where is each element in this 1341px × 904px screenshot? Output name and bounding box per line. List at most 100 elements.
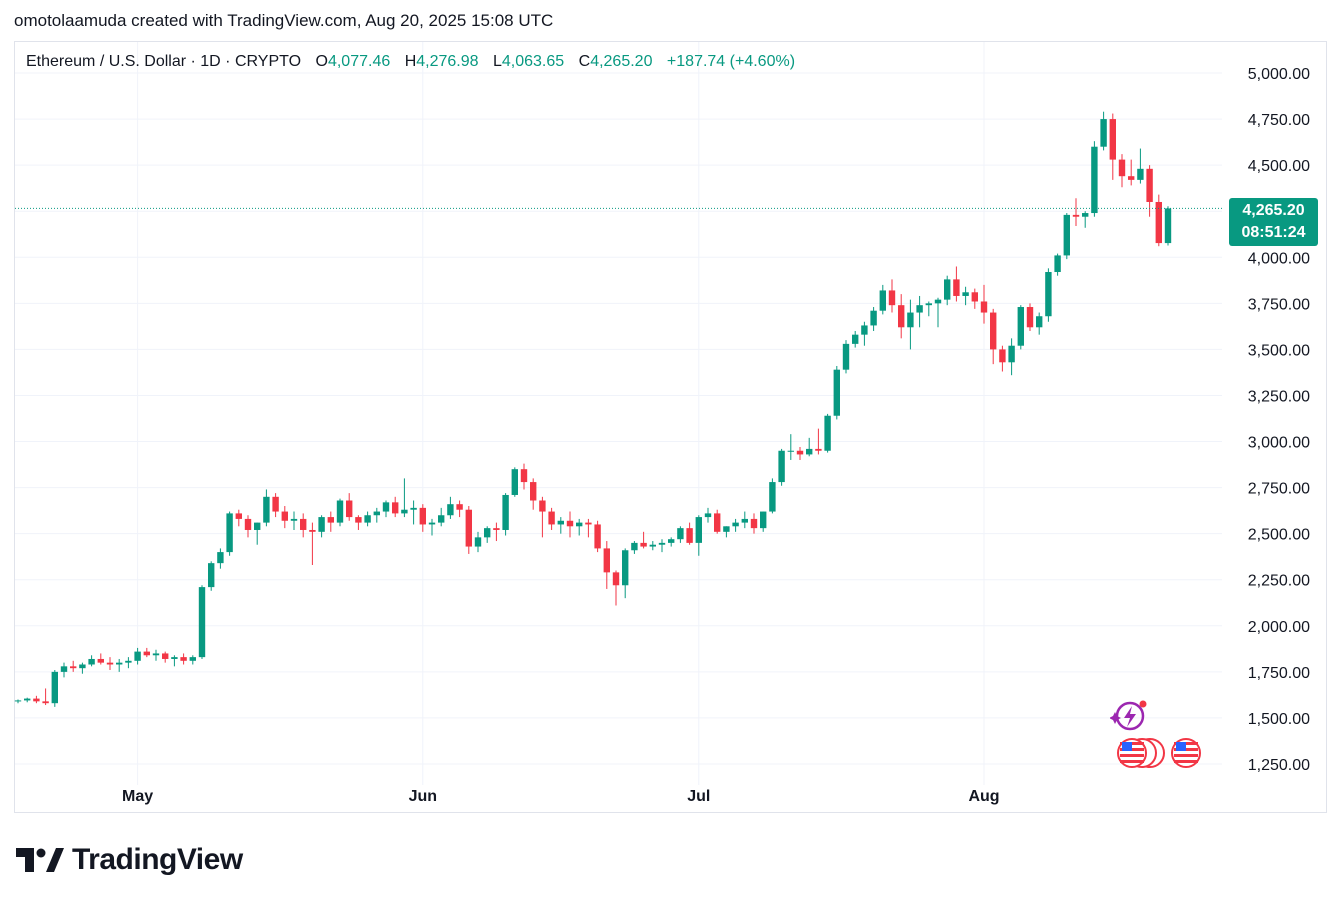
candle xyxy=(272,493,279,518)
candle xyxy=(530,478,537,510)
x-tick-label: Jul xyxy=(687,788,710,805)
candle xyxy=(539,496,546,538)
candle-body xyxy=(474,537,482,547)
candle-body xyxy=(1017,307,1024,346)
candle-body xyxy=(382,502,390,512)
candle-body xyxy=(171,657,178,659)
candle xyxy=(787,434,794,460)
tradingview-logo[interactable]: TradingView xyxy=(16,842,243,878)
candle-body xyxy=(999,349,1006,363)
candle-body xyxy=(1008,345,1015,363)
chart-frame xyxy=(14,41,1327,813)
candle-body xyxy=(631,542,638,551)
candle xyxy=(1137,148,1144,184)
candle xyxy=(465,506,472,554)
candle xyxy=(355,515,362,530)
candle-body xyxy=(520,469,528,483)
candle-body xyxy=(24,698,31,701)
candle xyxy=(217,548,224,569)
candle-body xyxy=(944,279,951,300)
candle xyxy=(898,294,905,339)
low-label: L xyxy=(492,53,502,70)
y-tick-label: 4,750.00 xyxy=(1248,112,1310,129)
candle xyxy=(484,526,491,543)
high-value: 4,276.98 xyxy=(416,53,479,70)
candle-body xyxy=(88,658,95,665)
tradingview-logo-text: TradingView xyxy=(72,843,243,876)
y-tick-label: 1,500.00 xyxy=(1248,711,1310,728)
candle-body xyxy=(263,496,270,523)
candle xyxy=(373,507,380,523)
candle xyxy=(520,463,528,490)
candle xyxy=(640,531,647,549)
open-value: 4,077.46 xyxy=(327,53,391,70)
candle-body xyxy=(281,511,288,521)
candle xyxy=(235,509,242,527)
y-tick-label: 2,250.00 xyxy=(1248,573,1310,590)
x-tick-label: Jun xyxy=(409,788,437,805)
candle xyxy=(198,585,206,659)
candle xyxy=(51,670,58,707)
candle xyxy=(180,653,187,665)
candle xyxy=(796,447,804,460)
candle-body xyxy=(990,312,997,350)
candle xyxy=(392,496,399,518)
candle xyxy=(364,511,371,527)
candle xyxy=(428,518,436,536)
lightning-event-icon[interactable] xyxy=(1110,700,1147,731)
candle xyxy=(447,496,454,519)
candle xyxy=(419,504,426,532)
candle-body xyxy=(907,312,914,328)
candle-body xyxy=(309,529,316,532)
candle-body xyxy=(51,671,58,704)
candle-body xyxy=(566,520,574,527)
candle-body xyxy=(622,550,629,586)
symbol-name: Ethereum / U.S. Dollar · 1D · CRYPTO xyxy=(26,53,302,70)
candle xyxy=(14,699,22,704)
candle xyxy=(695,515,702,556)
candle xyxy=(714,509,721,534)
us-flag-icon[interactable] xyxy=(1117,738,1201,768)
candle xyxy=(1017,305,1024,350)
candle xyxy=(474,531,482,553)
candle-body xyxy=(1063,214,1070,256)
candle xyxy=(24,697,31,703)
candle xyxy=(1036,312,1043,335)
candle xyxy=(88,655,95,667)
candle-body xyxy=(1155,201,1162,244)
candle xyxy=(42,688,49,706)
candle-body xyxy=(33,698,40,702)
price-axis: 1,250.00 1,500.00 1,750.00 2,000.00 2,250.00… xyxy=(1248,66,1310,774)
candle xyxy=(934,297,942,328)
x-tick-label: Aug xyxy=(968,788,999,805)
candle xyxy=(134,647,141,665)
candle-body xyxy=(1146,168,1153,202)
candle-body xyxy=(272,496,279,512)
candle xyxy=(502,493,509,536)
candle-body xyxy=(925,303,932,306)
y-tick-label: 3,750.00 xyxy=(1248,296,1310,313)
candle-body xyxy=(428,522,436,525)
candle xyxy=(1063,213,1070,260)
low-value: 4,063.65 xyxy=(501,53,565,70)
candle-body xyxy=(152,653,160,656)
candle xyxy=(658,539,666,553)
candle xyxy=(815,428,822,455)
candle xyxy=(318,515,325,538)
symbol-legend[interactable]: Ethereum / U.S. Dollar · 1D · CRYPTO O4,… xyxy=(26,53,795,71)
candle xyxy=(152,649,160,661)
candle xyxy=(1118,154,1126,188)
candle xyxy=(1026,303,1034,331)
candle-body xyxy=(60,666,68,672)
candle xyxy=(852,330,859,348)
candle-body xyxy=(962,292,969,296)
candle-body xyxy=(879,290,886,311)
open-label: O xyxy=(315,53,328,70)
candle-body xyxy=(677,528,684,540)
event-icons[interactable] xyxy=(1110,698,1210,774)
candle xyxy=(1091,141,1098,217)
candle xyxy=(1054,253,1061,276)
candle-body xyxy=(732,522,739,527)
candle xyxy=(870,307,877,331)
